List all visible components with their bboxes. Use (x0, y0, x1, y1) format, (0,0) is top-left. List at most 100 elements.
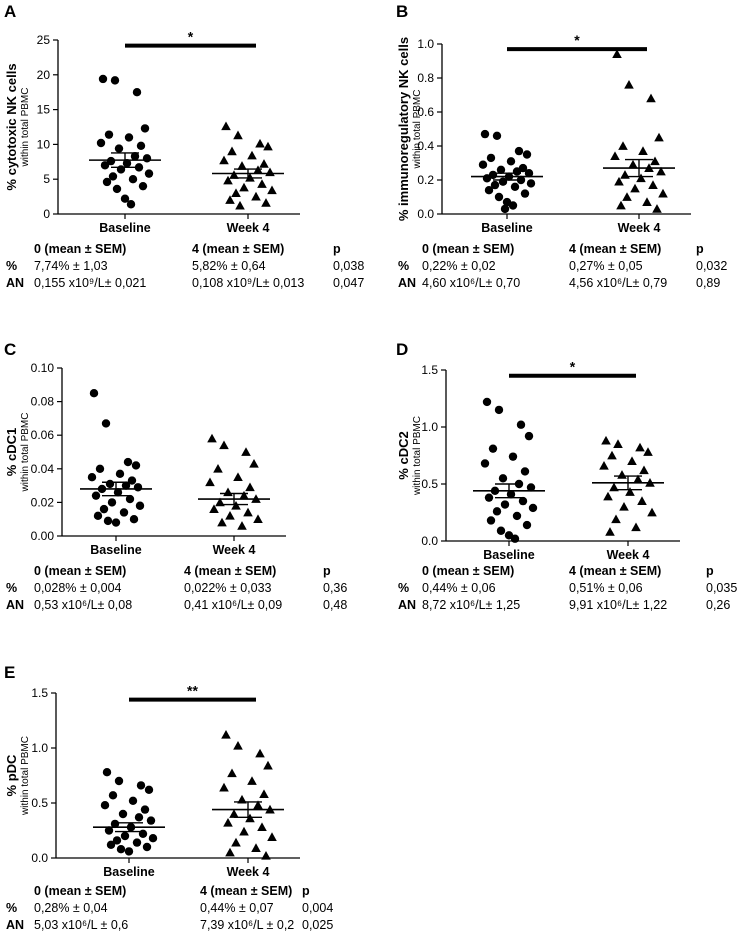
data-point-circle (128, 796, 138, 805)
data-point-circle (114, 776, 124, 786)
y-tick-label: 0.02 (31, 495, 55, 509)
data-point-circle (91, 491, 101, 500)
data-point-circle (508, 452, 518, 461)
data-point-circle (140, 124, 150, 133)
row-label: % (6, 581, 18, 595)
y-axis-sublabel: within total PBMC (20, 88, 31, 168)
data-point-triangle (628, 159, 638, 169)
row-label: % (6, 901, 18, 915)
data-point-triangle (233, 130, 243, 140)
data-point-triangle (267, 185, 277, 195)
significance-label: ** (187, 683, 198, 699)
header-week4: 4 (mean ± SEM) (569, 564, 662, 578)
data-point-circle (142, 842, 152, 852)
data-point-triangle (259, 789, 269, 799)
data-point-circle (482, 397, 492, 407)
data-point-circle (106, 156, 116, 166)
data-point-triangle (261, 198, 271, 207)
data-point-triangle (648, 180, 658, 189)
data-point-circle (96, 138, 106, 148)
data-point-triangle (639, 465, 649, 475)
row-label: AN (6, 276, 25, 290)
data-point-circle (116, 845, 126, 854)
row-cell: 0,51% ± 0,06 (569, 581, 643, 595)
y-tick-label: 25 (37, 33, 51, 47)
y-tick-label: 0.8 (417, 71, 434, 85)
data-point-triangle (223, 487, 233, 497)
chart-cytotoxic-nk: 0 5 10 15 20 25 Baseline Week 4 % cytotoxic NK c… (4, 29, 300, 235)
data-point-circle (102, 177, 112, 187)
data-point-circle (114, 144, 124, 153)
data-point-circle (132, 88, 142, 97)
data-point-circle (498, 474, 508, 483)
data-point-triangle (247, 150, 257, 160)
x-tick-label: Baseline (481, 221, 532, 235)
data-point-triangle (239, 490, 249, 500)
row-cell: 7,74% ± 1,03 (34, 259, 108, 273)
data-point-circle (492, 507, 502, 516)
data-point-triangle (233, 741, 243, 750)
y-tick-label: 0.4 (417, 139, 434, 153)
y-tick-label: 1.5 (31, 686, 48, 700)
data-point-circle (512, 511, 522, 521)
row-cell: 0,44% ± 0,06 (422, 581, 496, 595)
data-point-circle (528, 503, 538, 513)
data-point-triangle (635, 442, 645, 452)
data-point-triangle (227, 768, 237, 778)
row-cell: 0,028% ± 0,004 (34, 581, 122, 595)
data-point-triangle (265, 167, 275, 177)
data-point-circle (110, 76, 120, 85)
data-point-triangle (237, 521, 247, 530)
y-tick-label: 15 (37, 103, 51, 117)
data-point-circle (526, 179, 536, 188)
row-p: 0,36 (323, 581, 348, 595)
y-axis-label: % pDC (4, 754, 19, 797)
data-point-triangle (231, 188, 241, 197)
data-point-triangle (599, 460, 609, 470)
data-point-circle (116, 165, 126, 174)
data-point-triangle (257, 822, 267, 832)
data-point-triangle (213, 464, 223, 473)
data-point-circle (112, 184, 122, 194)
y-tick-label: 0.00 (31, 529, 55, 543)
data-point-circle (107, 498, 117, 507)
data-point-circle (123, 457, 133, 467)
data-point-triangle (625, 487, 635, 496)
data-point-triangle (235, 200, 245, 210)
data-point-triangle (223, 175, 233, 185)
y-axis-sublabel: within total PBMC (412, 90, 423, 170)
data-point-circle (496, 165, 506, 174)
row-cell: 0,22% ± 0,02 (422, 259, 496, 273)
panel-label: D (396, 340, 409, 359)
chart-pdc: 0.0 0.5 1.0 1.5 Baseline Week 4 % pDC within to… (4, 683, 300, 879)
data-point-circle (100, 161, 110, 170)
row-cell: 0,53 x10⁶/L± 0,08 (34, 598, 133, 612)
data-point-triangle (233, 472, 243, 482)
data-point-circle (93, 511, 103, 521)
row-p: 0,004 (302, 901, 334, 915)
data-point-circle (492, 131, 502, 140)
row-p: 0,047 (333, 276, 365, 290)
row-cell: 0,44% ± 0,07 (200, 901, 274, 915)
y-tick-label: 0.06 (31, 428, 55, 442)
data-point-circle (108, 172, 118, 181)
chart-immunoregulatory-nk: 0.0 0.2 0.4 0.6 0.8 1.0 Baseline Week 4 % immuno… (396, 32, 691, 235)
data-point-triangle (630, 183, 640, 193)
y-axis-sublabel: within total PBMC (412, 416, 423, 496)
y-tick-label: 0.10 (31, 361, 55, 375)
data-point-circle (120, 194, 130, 203)
data-point-triangle (219, 440, 229, 450)
data-point-triangle (209, 504, 219, 513)
data-point-triangle (618, 141, 628, 150)
data-point-circle (488, 444, 498, 453)
row-cell: 5,03 x10⁶/L ± 0,6 (34, 918, 129, 932)
data-point-circle (105, 479, 115, 489)
data-point-circle (514, 146, 524, 156)
data-point-triangle (612, 49, 622, 59)
y-tick-label: 0.0 (417, 207, 434, 221)
data-point-triangle (627, 456, 637, 466)
row-p: 0,025 (302, 918, 334, 932)
data-point-circle (526, 483, 536, 492)
header-p: p (706, 564, 714, 578)
y-axis-label: % cDC2 (396, 431, 411, 479)
